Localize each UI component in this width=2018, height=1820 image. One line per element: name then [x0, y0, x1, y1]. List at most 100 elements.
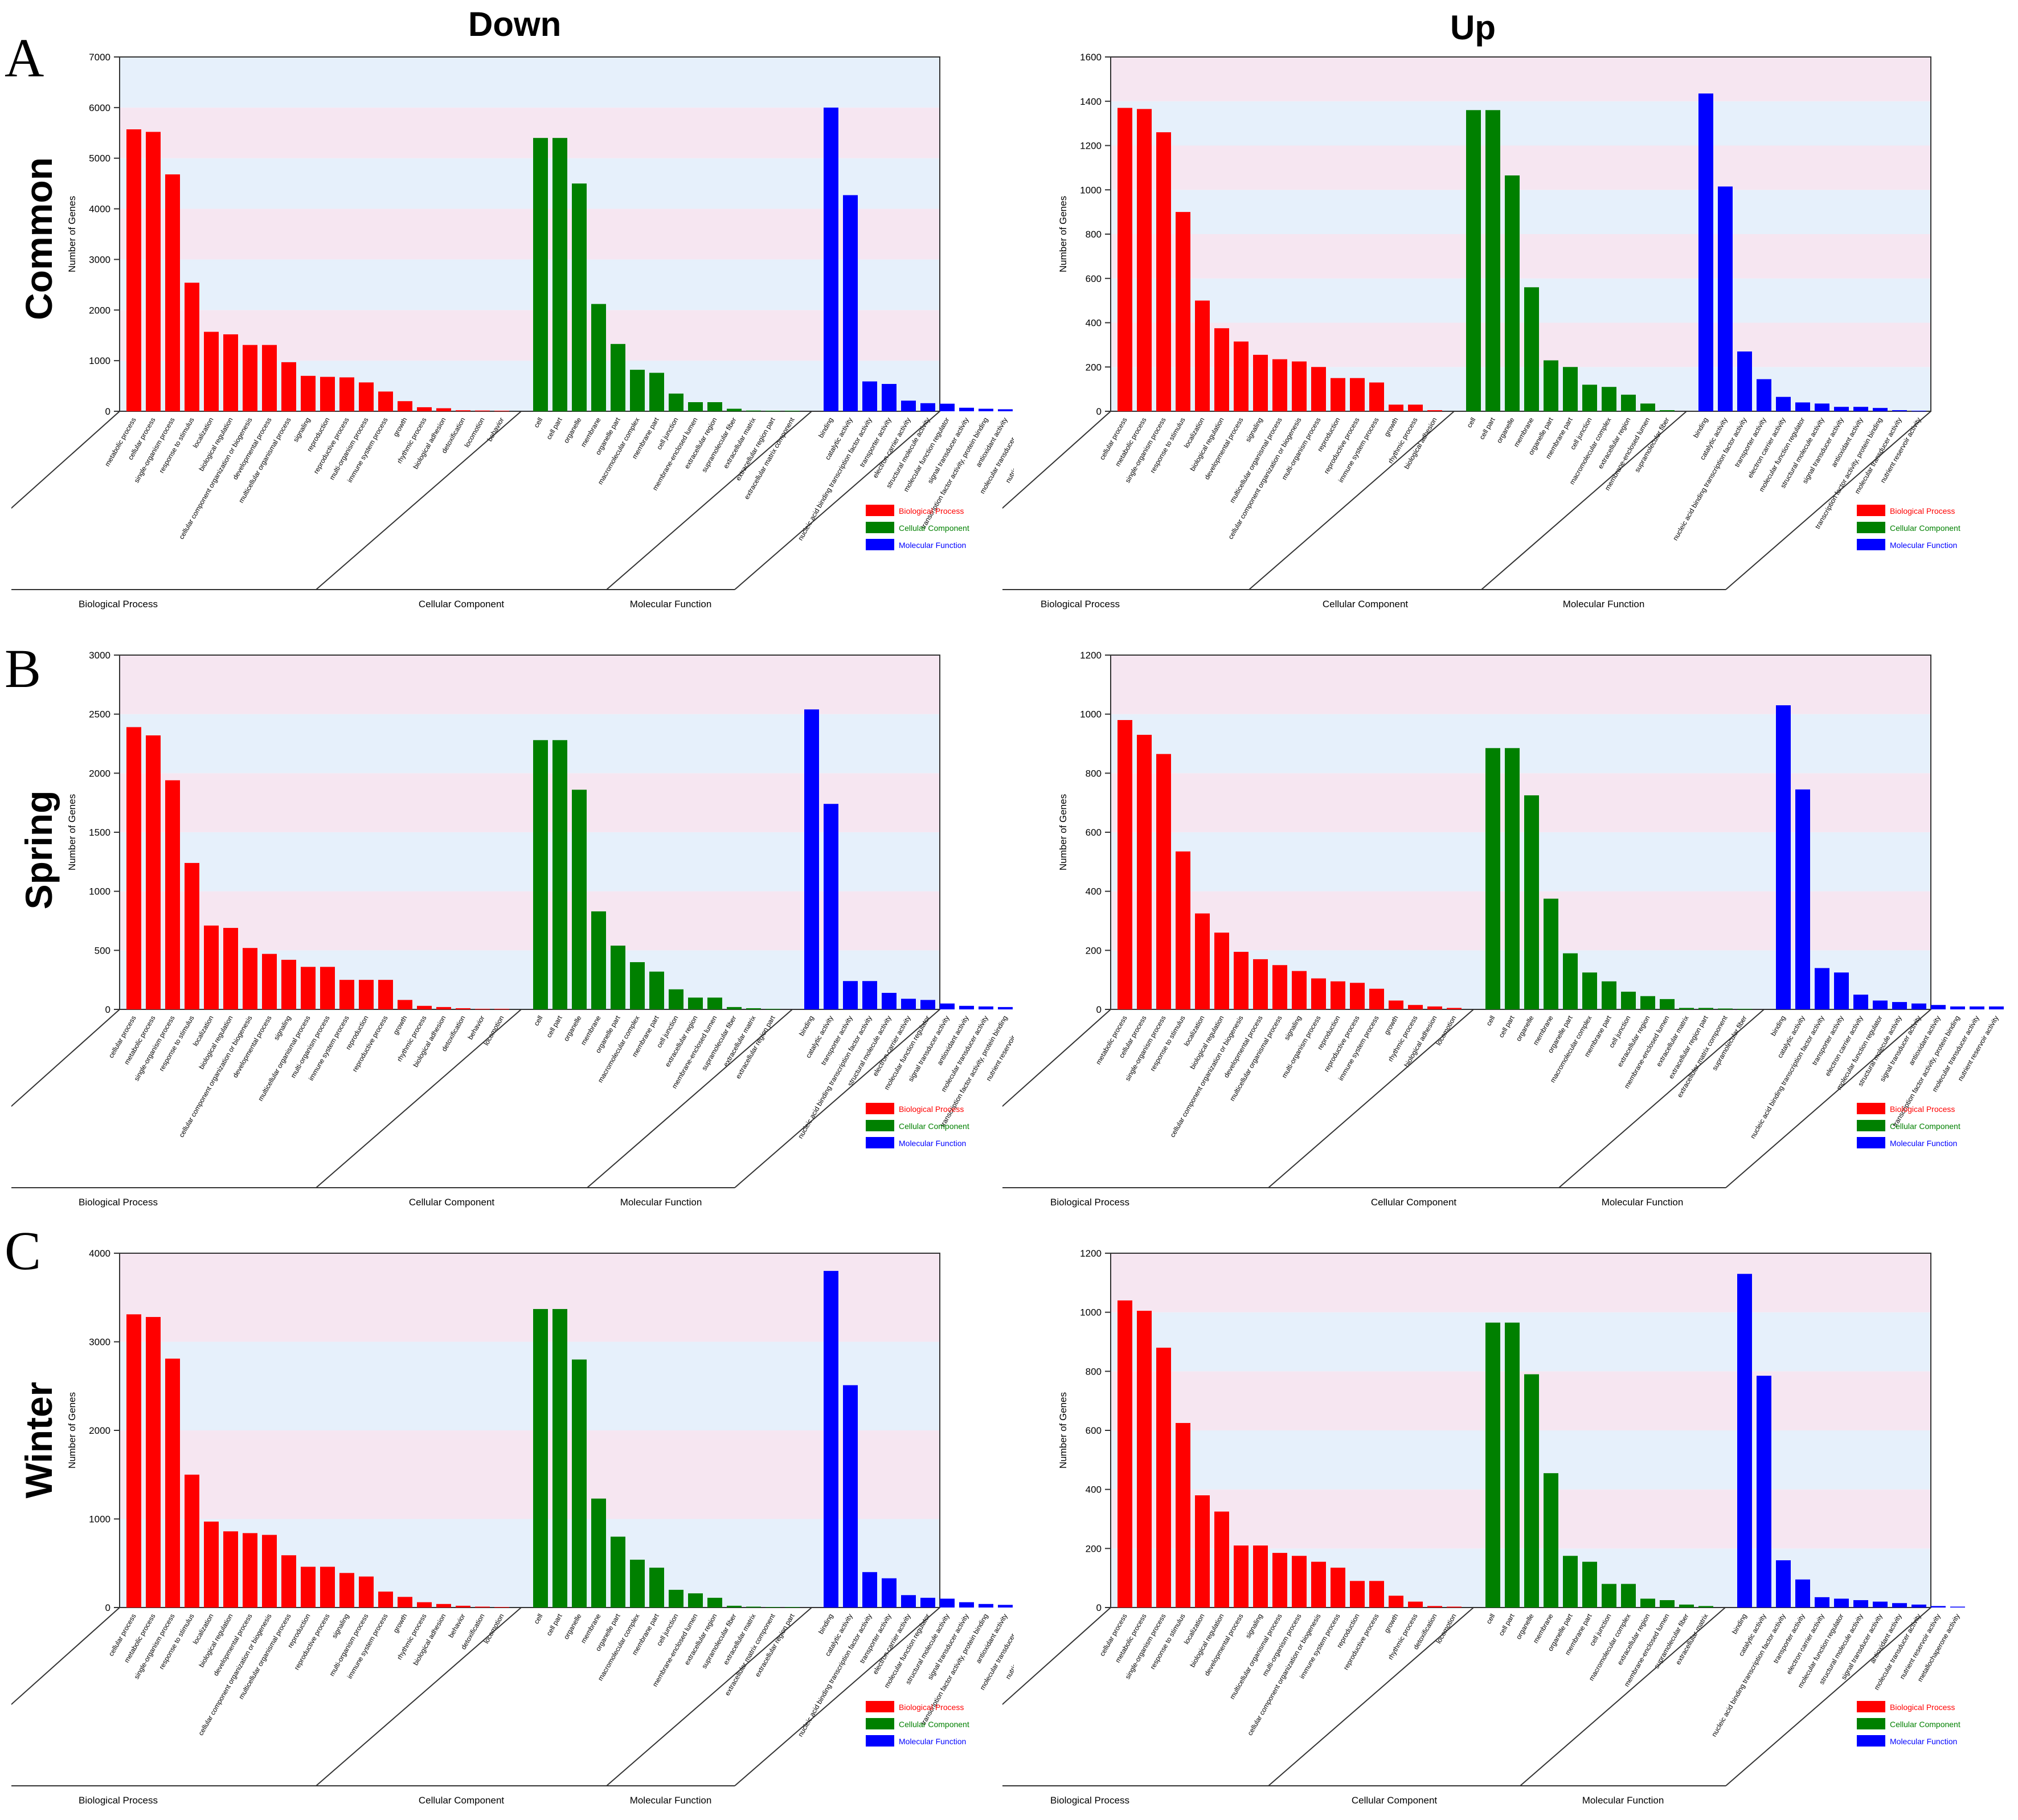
y-tick-label: 2500 — [89, 709, 110, 720]
legend: Biological Process Cellular Component Mole… — [866, 1103, 969, 1148]
bar-growth — [1389, 1596, 1403, 1608]
bar-organelle-part — [1563, 1556, 1578, 1608]
bar-reproductive-process — [320, 1567, 335, 1608]
background-band — [120, 158, 940, 209]
chart-panel-spring-up: 0 200 400 600 800 1000 1200 Number of Genes meta… — [1002, 649, 2005, 1213]
bar-rhythmic-process — [417, 1602, 432, 1608]
bar-antioxidant-activity — [1892, 1603, 1907, 1608]
y-tick-label: 600 — [1086, 1425, 1102, 1436]
bar-cellular-process — [126, 727, 141, 1009]
group-divider — [1558, 1009, 1765, 1188]
bar-membrane-part — [1563, 367, 1578, 411]
bar-reproduction — [1331, 378, 1345, 411]
group-label-biological-process: Biological Process — [79, 599, 158, 610]
bar-growth — [1389, 404, 1403, 411]
x-tick-label: cellular component organization or bioge… — [197, 1613, 273, 1737]
bar-structural-molecule-activity — [882, 992, 897, 1009]
bar-rhythmic-process — [417, 407, 432, 411]
y-axis: 0 200 400 600 800 1000 1200 — [1080, 650, 1111, 1015]
bar-metabolic-process — [146, 735, 161, 1009]
frame-right-edge — [734, 411, 940, 590]
group-divider — [606, 411, 812, 590]
bar-behavior — [456, 1605, 470, 1608]
legend-label: Biological Process — [899, 1703, 964, 1712]
bar-multicellular-organismal-process — [1272, 359, 1287, 411]
bar-single-organism-process — [1156, 1347, 1171, 1608]
x-tick-label: signaling — [1244, 416, 1264, 444]
x-tick-label: nucleic acid binding transcription facto… — [1671, 416, 1749, 542]
bar-reproduction — [1350, 1581, 1365, 1608]
background-band — [120, 1342, 940, 1430]
x-tick-label: supramolecular fiber — [700, 1613, 738, 1670]
x-tick-label: cell part — [545, 416, 563, 441]
category-frame: Biological Process Cellular Component Mole… — [1002, 1009, 1931, 1208]
y-tick-label: 1000 — [89, 886, 110, 897]
x-tick-label: developmental process — [1203, 416, 1245, 481]
background-band — [120, 832, 940, 891]
bar-single-organism-process — [1156, 132, 1171, 412]
x-tick-label: supramolecular fiber — [1710, 1015, 1748, 1072]
legend-label: Cellular Component — [899, 1122, 969, 1131]
category-frame: Biological Process Cellular Component Mole… — [1002, 411, 1931, 610]
y-tick-label: 800 — [1086, 229, 1102, 240]
bar-transporter-activity — [843, 981, 858, 1009]
legend: Biological Process Cellular Component Mole… — [866, 1701, 969, 1747]
bar-rhythmic-process — [1408, 1005, 1423, 1009]
bar-binding — [824, 1271, 838, 1608]
bar-transporter-activity — [1795, 1579, 1810, 1608]
bar-structural-molecule-activity — [1892, 1002, 1907, 1009]
bar-signaling — [339, 1573, 354, 1608]
bar-biological-regulation — [223, 334, 238, 411]
x-tick-label: binding — [817, 1613, 834, 1636]
bar-structural-molecule-activity — [940, 1598, 955, 1608]
group-divider — [587, 1009, 793, 1188]
bar-macromolecular-complex — [630, 1560, 645, 1608]
bar-cellular-component-organization-or-biogenesis — [262, 1535, 277, 1608]
bar-nucleic-acid-binding-transcription-factor-activity — [862, 1572, 877, 1608]
category-frame: Biological Process Cellular Component Mole… — [1002, 1607, 1931, 1806]
x-tick-label: signaling — [292, 416, 312, 444]
y-tick-label: 0 — [1096, 1602, 1102, 1613]
legend-label: Biological Process — [1890, 1703, 1955, 1712]
x-tick-label: supramolecular fiber — [1652, 1613, 1690, 1670]
bar-cell-part — [552, 1308, 567, 1608]
background-band — [120, 773, 940, 832]
y-axis-label: Number of Genes — [67, 196, 77, 272]
bar-antioxidant-activity — [1931, 1005, 1946, 1009]
legend-swatch — [1857, 1735, 1885, 1747]
bar-biological-regulation — [1214, 1511, 1229, 1608]
x-tick-label: behavior — [466, 1014, 486, 1041]
bar-antioxidant-activity — [1853, 407, 1868, 411]
y-tick-label: 0 — [105, 406, 110, 417]
legend-label: Cellular Component — [1890, 523, 1960, 533]
bar-cell-junction — [1602, 1584, 1616, 1608]
y-tick-label: 400 — [1086, 1484, 1102, 1495]
background-band — [120, 107, 940, 158]
bar-organelle — [572, 1359, 587, 1608]
y-tick-label: 0 — [1096, 406, 1102, 417]
x-tick-label: binding — [797, 1015, 815, 1038]
bar-extracellular-matrix — [1679, 1008, 1694, 1009]
bar-cell — [533, 138, 548, 411]
bar-nucleic-acid-binding-transcription-factor-activity — [1776, 1560, 1791, 1608]
chart-panel-winter-up: 0 200 400 600 800 1000 1200 Number of Genes cell… — [1002, 1248, 2005, 1811]
bar-single-organism-process — [165, 174, 180, 411]
bar-biological-adhesion — [436, 408, 451, 411]
y-axis: 0 1000 2000 3000 4000 5000 6000 7000 — [89, 52, 120, 417]
bar-antioxidant-activity — [959, 1005, 974, 1009]
bar-organelle-part — [611, 1536, 625, 1608]
x-tick-label: nucleic acid binding transcription facto… — [1749, 1015, 1826, 1140]
bar-cellular-component-organization-or-biogenesis — [243, 948, 257, 1009]
bar-extracellular-matrix-component — [766, 1607, 780, 1608]
bar-transcription-factor-activity-protein-binding — [1950, 1006, 1965, 1009]
legend-swatch — [1857, 1137, 1885, 1148]
bar-organelle — [1524, 795, 1539, 1009]
x-tick-label: cellular component organization or bioge… — [177, 416, 253, 541]
bar-extracellular-matrix-component — [1718, 1008, 1733, 1009]
bar-transporter-activity — [882, 384, 897, 411]
bar-membrane-part — [649, 373, 664, 411]
bar-extracellular-region-part — [785, 1607, 800, 1608]
bar-immune-system-process — [339, 980, 354, 1009]
bar-transcription-factor-activity-protein-binding — [979, 408, 993, 411]
